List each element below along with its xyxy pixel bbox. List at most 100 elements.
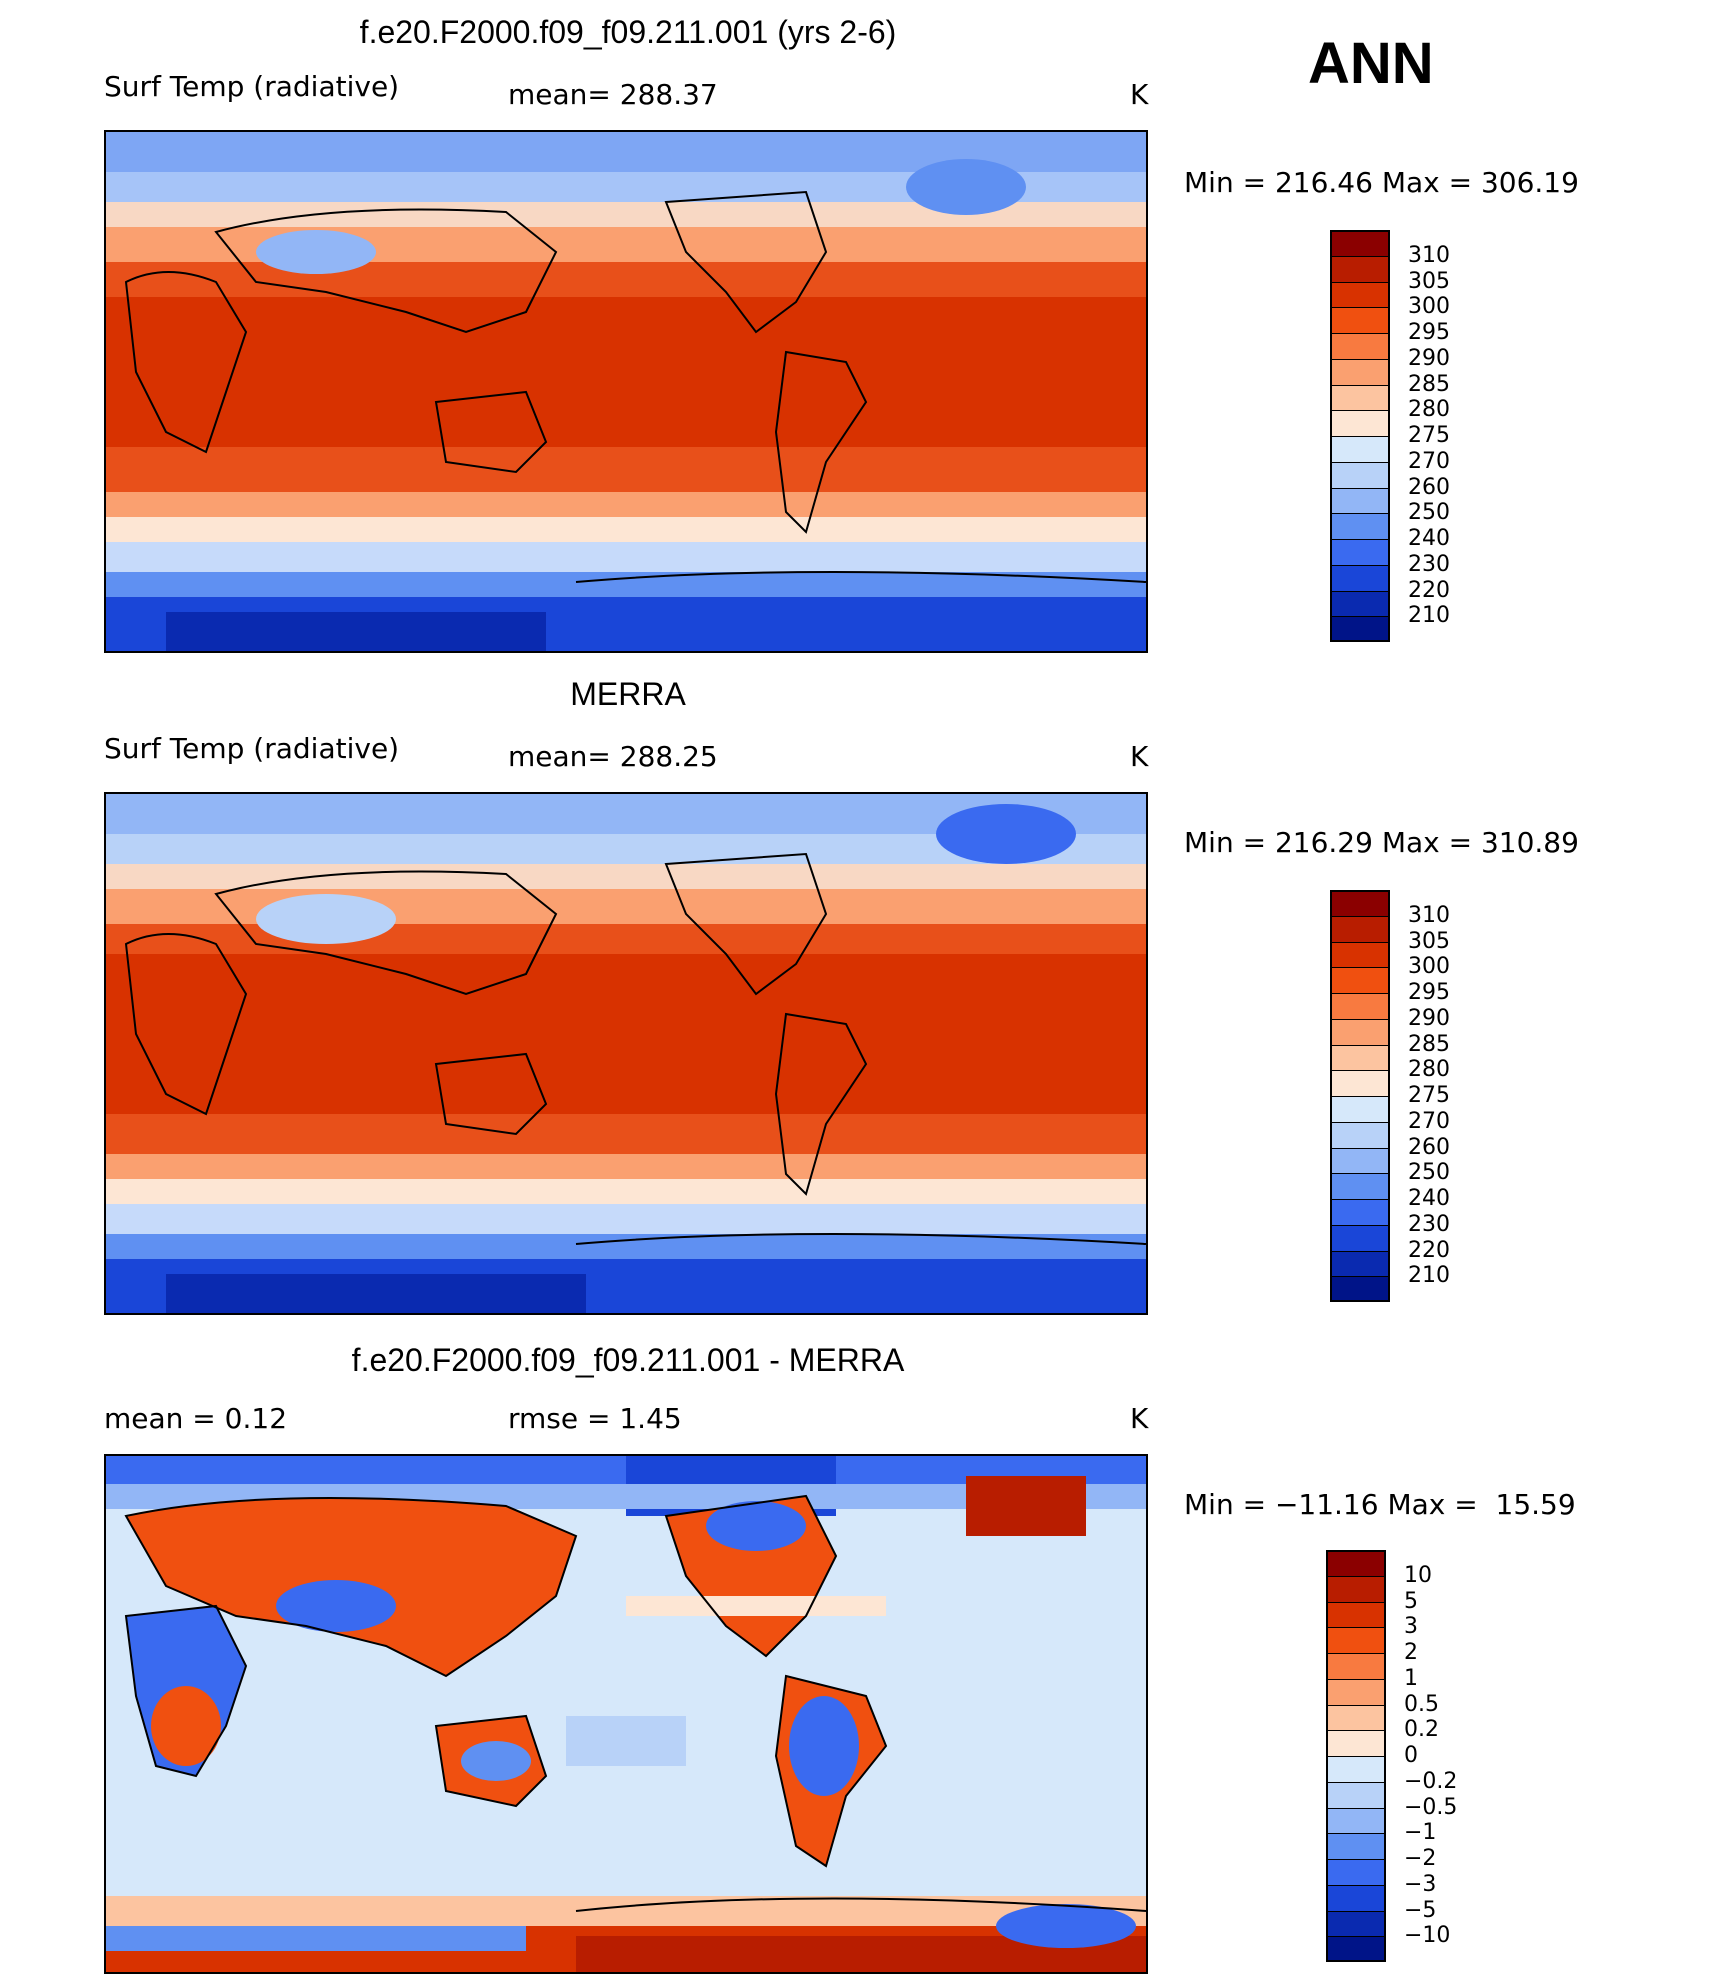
panel-2-map-svg	[106, 794, 1146, 1313]
colorbar-tick-label: 250	[1408, 500, 1450, 526]
panel-1-map	[104, 130, 1148, 653]
panel-2-colorbar-frame	[1330, 890, 1390, 1302]
panel-1-variable-label: Surf Temp (radiative)	[104, 70, 400, 103]
panel-3-units: K	[1130, 1402, 1149, 1435]
colorbar-segment	[1330, 307, 1390, 333]
colorbar-segment	[1330, 230, 1390, 256]
panel-1-colorbar-frame	[1330, 230, 1390, 642]
panel-3-rmse-label: rmse = 1.45	[508, 1402, 682, 1435]
colorbar-segment	[1326, 1678, 1386, 1705]
colorbar-segment	[1326, 1756, 1386, 1782]
panel-3-mean-label: mean = 0.12	[104, 1402, 288, 1435]
colorbar-segment	[1330, 1224, 1390, 1251]
colorbar-segment	[1326, 1807, 1386, 1834]
colorbar-tick-label: −2	[1404, 1846, 1437, 1871]
colorbar-tick-label: 300	[1408, 954, 1450, 980]
colorbar-tick-label: 1	[1404, 1665, 1418, 1691]
colorbar-tick-label: 220	[1408, 1237, 1450, 1263]
colorbar-tick-label: 240	[1408, 1186, 1450, 1211]
colorbar-tick-label: 230	[1408, 1211, 1450, 1237]
colorbar-segment	[1330, 590, 1390, 617]
panel-1-title: f.e20.F2000.f09_f09.211.001 (yrs 2-6)	[359, 14, 897, 50]
colorbar-tick-label: 290	[1408, 345, 1450, 371]
colorbar-tick-label: 240	[1408, 526, 1450, 551]
panel-2-map	[104, 792, 1148, 1315]
colorbar-segment	[1330, 436, 1390, 462]
colorbar-segment	[1330, 1147, 1390, 1174]
colorbar-segment	[1326, 1884, 1386, 1911]
colorbar-tick-label: 230	[1408, 551, 1450, 577]
panel-2-title: MERRA	[570, 676, 686, 712]
colorbar-segment	[1326, 1601, 1386, 1628]
colorbar-segment	[1330, 513, 1390, 539]
colorbar-tick-label: 285	[1408, 1031, 1450, 1057]
colorbar-tick-label: 3	[1404, 1614, 1418, 1640]
colorbar-tick-label: 0.5	[1404, 1691, 1439, 1717]
colorbar-tick-label: 295	[1408, 980, 1450, 1005]
colorbar-tick-label: 275	[1408, 423, 1450, 448]
colorbar-segment	[1330, 487, 1390, 514]
panel-3-colorbar: 10 5 3 2 1 0.5 0.2 0 −0.2 −0.5 −1 −2 −3 −5 −10	[1326, 1550, 1526, 1962]
colorbar-segment	[1330, 255, 1390, 282]
panel-2-minmax: Min = 216.29 Max = 310.89	[1184, 826, 1579, 859]
colorbar-segment	[1326, 1704, 1386, 1731]
colorbar-segment	[1330, 358, 1390, 385]
colorbar-tick-label: 305	[1408, 268, 1450, 294]
colorbar-tick-label: −1	[1404, 1820, 1437, 1846]
colorbar-segment	[1330, 461, 1390, 488]
colorbar-tick-label: 275	[1408, 1083, 1450, 1108]
colorbar-tick-label: 280	[1408, 397, 1450, 423]
panel-3-title: f.e20.F2000.f09_f09.211.001 - MERRA	[351, 1342, 905, 1378]
colorbar-tick-label: 250	[1408, 1160, 1450, 1186]
colorbar-segment	[1326, 1550, 1386, 1576]
colorbar-tick-label: 0.2	[1404, 1717, 1439, 1743]
panel-2-variable-label: Surf Temp (radiative)	[104, 732, 400, 765]
colorbar-tick-label: 300	[1408, 294, 1450, 320]
colorbar-segment	[1330, 1044, 1390, 1071]
panel-2-mean-label: mean= 288.25	[508, 740, 718, 773]
colorbar-tick-label: 285	[1408, 371, 1450, 397]
colorbar-tick-label: −0.5	[1404, 1794, 1458, 1820]
colorbar-segment	[1330, 410, 1390, 436]
panel-2-colorbar: 310 305 300 295 290 285 280 275 270 260 250 240 230 2…	[1330, 890, 1530, 1302]
colorbar-tick-label: 295	[1408, 320, 1450, 345]
colorbar-tick-label: 305	[1408, 928, 1450, 954]
panel-3-map-svg	[106, 1456, 1146, 1972]
panel-3-map	[104, 1454, 1148, 1974]
panel-1-mean-label: mean= 288.37	[508, 78, 718, 111]
colorbar-segment	[1330, 941, 1390, 968]
colorbar-segment	[1326, 1859, 1386, 1885]
colorbar-segment	[1326, 1833, 1386, 1859]
colorbar-segment	[1330, 967, 1390, 993]
colorbar-tick-label: −10	[1404, 1923, 1451, 1949]
colorbar-tick-label: 270	[1408, 1108, 1450, 1134]
panel-1-colorbar: 310 305 300 295 290 285 280 275 270 260 250 240 230 2…	[1330, 230, 1530, 642]
colorbar-segment	[1330, 915, 1390, 942]
colorbar-segment	[1330, 539, 1390, 565]
colorbar-tick-label: 310	[1408, 902, 1450, 928]
colorbar-segment	[1330, 1250, 1390, 1277]
colorbar-segment	[1330, 1018, 1390, 1045]
colorbar-segment	[1330, 333, 1390, 359]
colorbar-segment	[1330, 281, 1390, 308]
colorbar-tick-label: 280	[1408, 1057, 1450, 1083]
colorbar-segment	[1326, 1575, 1386, 1602]
colorbar-segment	[1330, 1121, 1390, 1148]
colorbar-segment	[1330, 564, 1390, 591]
colorbar-segment	[1330, 616, 1390, 642]
panel-1-minmax: Min = 216.46 Max = 306.19	[1184, 166, 1579, 199]
panel-2-units: K	[1130, 740, 1149, 773]
colorbar-segment	[1330, 1199, 1390, 1225]
colorbar-tick-label: −3	[1404, 1871, 1437, 1897]
colorbar-tick-label: 220	[1408, 577, 1450, 603]
colorbar-tick-label: 10	[1404, 1562, 1432, 1588]
colorbar-segment	[1326, 1936, 1386, 1962]
colorbar-tick-label: 0	[1404, 1743, 1418, 1768]
colorbar-tick-label: 290	[1408, 1005, 1450, 1031]
colorbar-tick-label: 2	[1404, 1640, 1418, 1665]
colorbar-segment	[1326, 1627, 1386, 1653]
colorbar-segment	[1330, 1276, 1390, 1302]
colorbar-segment	[1326, 1653, 1386, 1679]
colorbar-tick-label: 260	[1408, 474, 1450, 500]
colorbar-segment	[1330, 384, 1390, 411]
